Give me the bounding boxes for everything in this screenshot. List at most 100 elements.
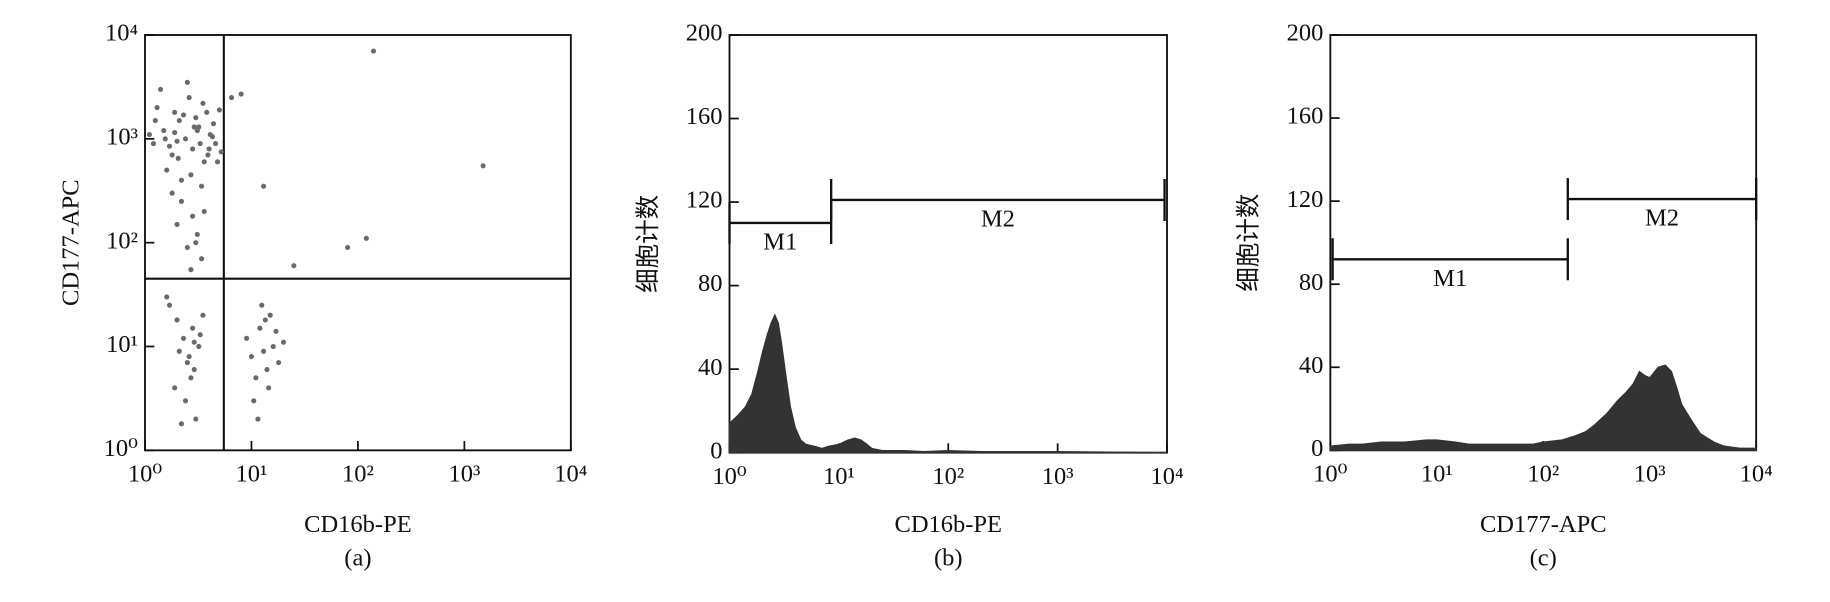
dot — [259, 302, 265, 308]
dot — [291, 263, 297, 269]
dot — [248, 353, 255, 360]
y-tick-label: 10⁴ — [105, 20, 138, 47]
dot — [210, 121, 217, 127]
dot — [188, 267, 194, 273]
x-tick-label: 10² — [342, 461, 374, 488]
y-tick-label: 80 — [1299, 269, 1324, 296]
y-axis-label: 细胞计数 — [1235, 194, 1263, 292]
dot — [169, 190, 175, 196]
dot — [200, 100, 206, 106]
dot — [190, 146, 196, 152]
y-tick-label: 160 — [686, 103, 723, 130]
dot — [273, 328, 279, 334]
dot — [218, 149, 224, 155]
y-tick-label: 200 — [686, 20, 723, 47]
x-tick-label: 10⁴ — [554, 461, 587, 488]
dot — [191, 124, 197, 130]
caption: (b) — [934, 545, 963, 572]
dot — [186, 353, 192, 360]
dot — [194, 128, 200, 134]
caption: (c) — [1530, 545, 1557, 572]
y-axis-label: 细胞计数 — [634, 195, 662, 293]
y-tick-label: 40 — [1299, 352, 1324, 379]
dot — [209, 134, 216, 140]
dot — [178, 198, 185, 204]
dot — [178, 177, 185, 183]
dot — [204, 109, 210, 115]
gate-label: M1 — [1433, 265, 1467, 292]
dot — [201, 208, 207, 214]
dot — [193, 240, 199, 246]
dot — [270, 343, 276, 350]
dot — [216, 107, 222, 113]
y-tick-label: 160 — [1287, 103, 1324, 130]
dot — [197, 141, 203, 147]
dot — [267, 312, 273, 318]
dot — [266, 385, 272, 391]
dot — [178, 421, 185, 427]
dot — [174, 221, 180, 227]
dot — [146, 131, 152, 138]
plot-frame — [1329, 34, 1758, 452]
dot — [196, 343, 202, 350]
y-tick-label: 120 — [686, 187, 723, 214]
dot — [169, 152, 175, 158]
caption: (a) — [344, 545, 371, 572]
dot — [184, 244, 190, 250]
dot — [363, 235, 369, 241]
dot — [162, 136, 168, 142]
histogram-area — [728, 313, 1168, 454]
x-tick-label: 10⁴ — [1150, 463, 1183, 490]
gate-label: M2 — [981, 206, 1015, 233]
y-tick-label: 80 — [698, 270, 723, 297]
dot — [280, 339, 287, 345]
dot — [191, 339, 197, 345]
histogram-area — [1329, 364, 1757, 451]
x-tick-label: 10¹ — [823, 463, 855, 490]
dot — [206, 146, 212, 152]
dot — [188, 172, 194, 178]
y-tick-label: 120 — [1287, 186, 1324, 213]
y-tick-label: 10¹ — [106, 331, 138, 358]
x-tick-label: 10⁰ — [128, 461, 163, 488]
y-tick-label: 0 — [710, 437, 722, 464]
dot — [228, 94, 235, 101]
y-tick-label: 10³ — [106, 123, 138, 150]
dot — [197, 332, 203, 338]
dot — [186, 94, 192, 101]
dot — [199, 256, 205, 262]
dot — [182, 136, 189, 142]
dot — [257, 325, 263, 331]
dot — [175, 155, 181, 161]
dot — [157, 86, 164, 92]
x-axis-label: CD16b-PE — [894, 511, 1002, 538]
dot — [180, 335, 187, 341]
x-tick-label: 10³ — [448, 461, 480, 488]
dot — [150, 141, 156, 147]
dot — [161, 128, 167, 134]
dot — [370, 48, 377, 54]
dot — [154, 105, 160, 111]
dot — [276, 360, 282, 366]
dot — [193, 115, 199, 121]
dot — [199, 183, 205, 189]
x-tick-label: 10³ — [1042, 463, 1074, 490]
gate-label: M1 — [763, 229, 797, 256]
x-axis-label: CD177-APC — [1480, 511, 1607, 538]
x-axis-label: CD16b-PE — [304, 511, 412, 538]
y-tick-label: 40 — [698, 354, 723, 381]
gate-label: M2 — [1645, 205, 1679, 232]
dot — [253, 375, 259, 381]
dot — [172, 109, 178, 115]
y-axis-label: CD177-APC — [57, 179, 84, 306]
dot — [174, 317, 180, 323]
dot — [193, 416, 199, 422]
dot — [182, 398, 189, 404]
dot — [152, 117, 158, 124]
dot — [262, 317, 268, 323]
dot — [205, 152, 211, 158]
dot — [251, 398, 257, 404]
y-tick-label: 10² — [106, 227, 138, 254]
dot — [191, 366, 197, 373]
